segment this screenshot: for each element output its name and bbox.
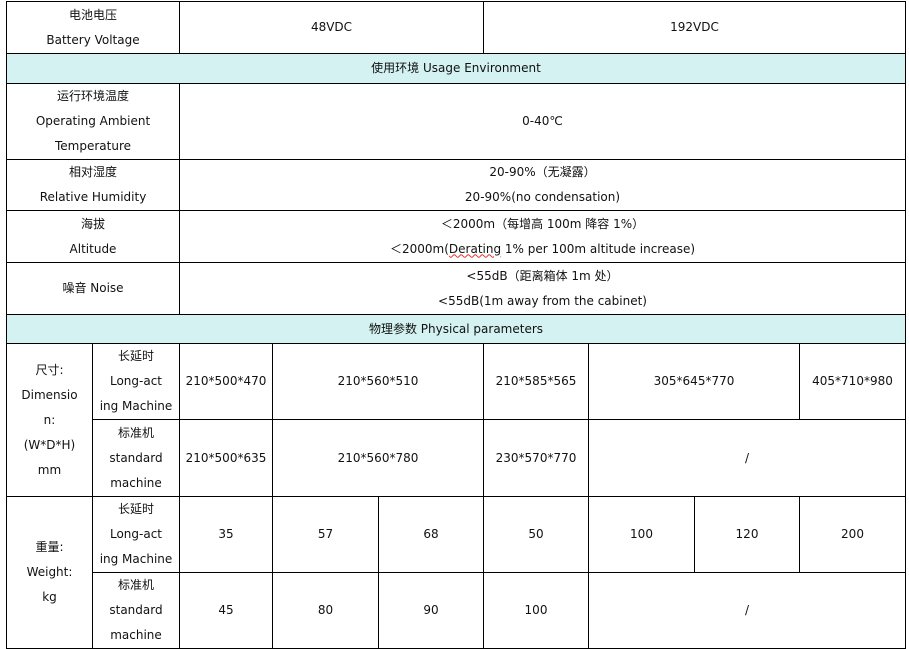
dim-std-cell: 210*560*780: [272, 419, 484, 497]
battery-label: 电池电压 Battery Voltage: [6, 1, 180, 54]
dim-long-cell: 210*585*565: [483, 343, 589, 420]
long-acting-label: 长延时 Long-act ing Machine: [92, 343, 180, 420]
weight-std-cell: 80: [272, 572, 379, 649]
altitude-value: ＜2000m（每增高 100m 降容 1%） ＜2000m(Derating 1%…: [179, 210, 906, 263]
dim-long-cell: 210*500*470: [179, 343, 273, 420]
spec-table: 电池电压 Battery Voltage 48VDC 192VDC 使用环境 Us…: [6, 1, 906, 649]
weight-std-cell: 100: [483, 572, 589, 649]
battery-48v: 48VDC: [179, 1, 484, 54]
dim-std-cell: 210*500*635: [179, 419, 273, 497]
standard-label: 标准机 standard machine: [92, 419, 180, 497]
weight-std-cell: /: [588, 572, 906, 649]
weight-long-cell: 100: [588, 496, 695, 573]
weight-long-cell: 35: [179, 496, 273, 573]
noise-label: 噪音 Noise: [6, 262, 180, 315]
weight-long-cell: 57: [272, 496, 379, 573]
standard-label: 标准机 standard machine: [92, 572, 180, 649]
noise-value: <55dB（距离箱体 1m 处） <55dB(1m away from the c…: [179, 262, 906, 315]
temp-label: 运行环境温度 Operating Ambient Temperature: [6, 83, 180, 160]
weight-label: 重量: Weight: kg: [6, 496, 93, 649]
weight-long-cell: 200: [799, 496, 906, 573]
humidity-value: 20-90%（无凝露） 20-90%(no condensation): [179, 159, 906, 211]
dim-long-cell: 305*645*770: [588, 343, 800, 420]
weight-long-cell: 120: [694, 496, 800, 573]
dimension-label: 尺寸: Dimensio n: (W*D*H) mm: [6, 343, 93, 497]
dim-long-cell: 405*710*980: [799, 343, 906, 420]
battery-192v: 192VDC: [483, 1, 906, 54]
altitude-label: 海拔 Altitude: [6, 210, 180, 263]
long-acting-label: 长延时 Long-act ing Machine: [92, 496, 180, 573]
usage-header: 使用环境 Usage Environment: [6, 53, 906, 84]
dim-std-cell: 230*570*770: [483, 419, 589, 497]
physical-header: 物理参数 Physical parameters: [6, 314, 906, 344]
humidity-label: 相对湿度 Relative Humidity: [6, 159, 180, 211]
dim-long-cell: 210*560*510: [272, 343, 484, 420]
dim-std-cell: /: [588, 419, 906, 497]
battery-row: 电池电压 Battery Voltage 48VDC 192VDC: [6, 1, 906, 54]
weight-long-cell: 68: [378, 496, 484, 573]
temp-value: 0-40℃: [179, 83, 906, 160]
weight-std-cell: 90: [378, 572, 484, 649]
weight-long-cell: 50: [483, 496, 589, 573]
weight-std-cell: 45: [179, 572, 273, 649]
